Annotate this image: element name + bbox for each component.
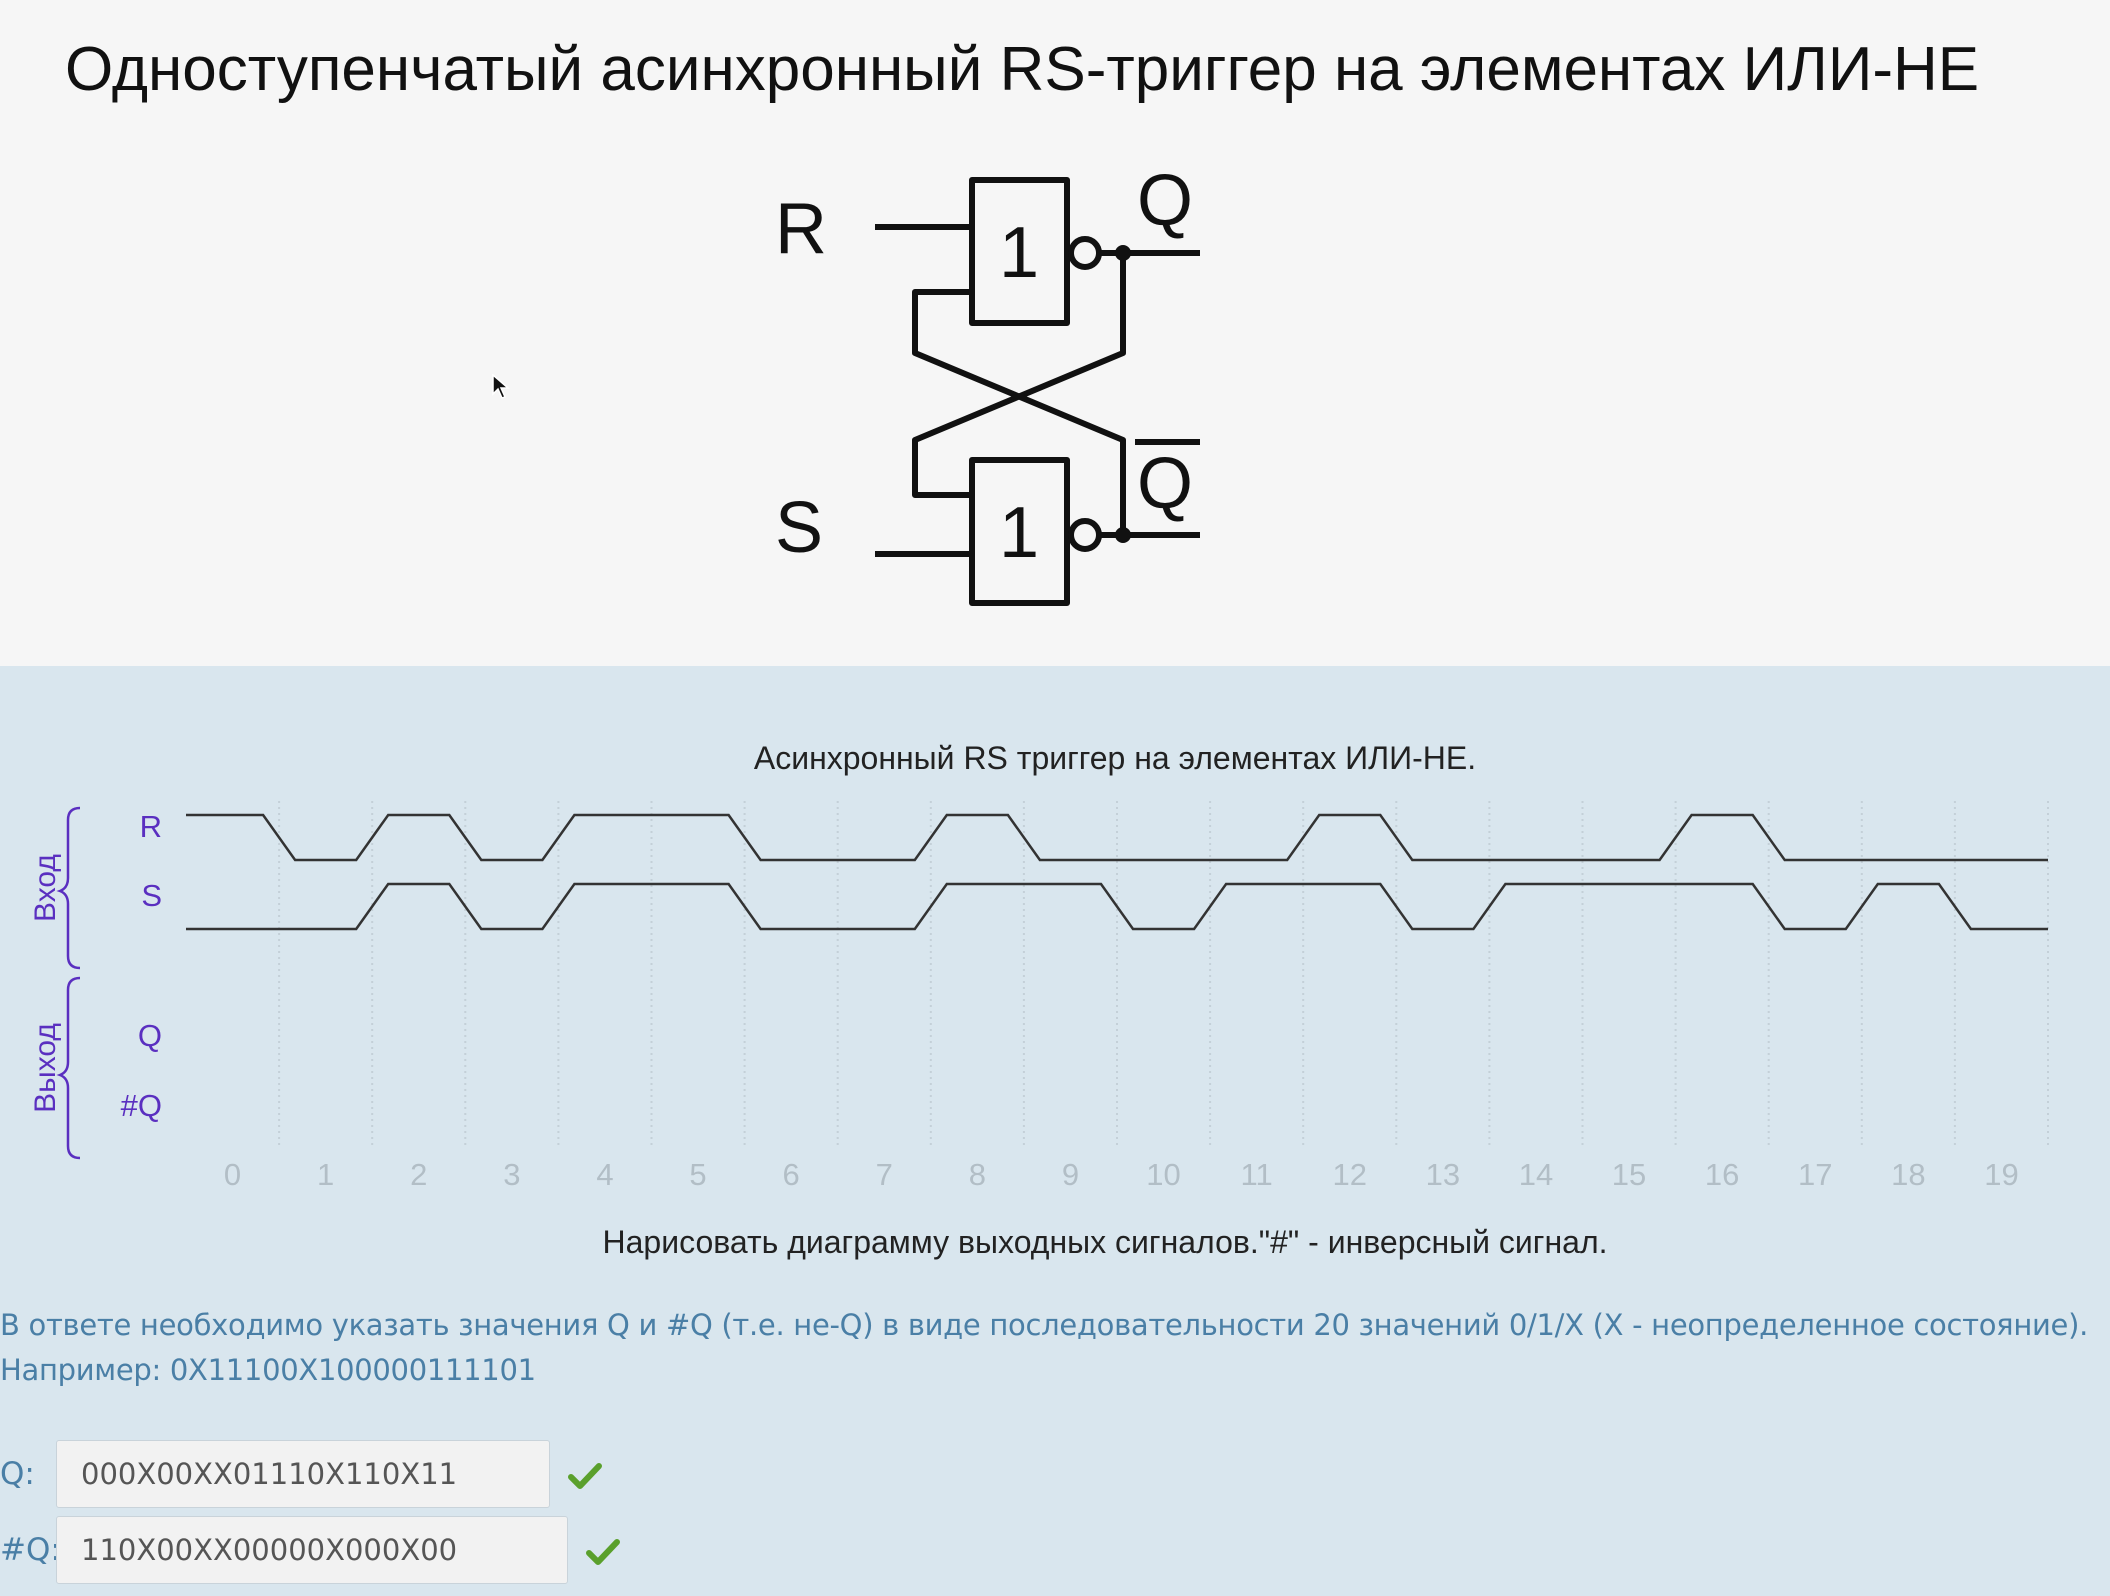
nq-answer-label: #Q: (0, 1532, 61, 1568)
signal-label-q: Q (138, 1018, 162, 1053)
time-tick-label: 6 (783, 1157, 800, 1192)
q-answer-input[interactable] (56, 1440, 550, 1508)
time-tick-label: 11 (1241, 1157, 1273, 1192)
r-input-label: R (775, 189, 827, 269)
q-correct-check-icon (568, 1463, 602, 1489)
upper-inversion-bubble (1068, 236, 1102, 270)
slide-title: Одноступенчатый асинхронный RS-триггер н… (65, 35, 1980, 104)
time-tick-label: 0 (224, 1157, 241, 1192)
time-tick-label: 13 (1426, 1157, 1460, 1192)
slide-area: Одноступенчатый асинхронный RS-триггер н… (0, 0, 2110, 666)
q-answer-label: Q: (0, 1456, 35, 1492)
input-group-brace (56, 806, 81, 970)
timing-diagram: Вход Выход R S Q #Q 0 1 2 3 4 5 6 7 8 9 10 11 12 13 14… (29, 801, 2049, 1192)
rs-trigger-circuit: 1 1 R S Q Q (775, 161, 1200, 606)
answer-example: Например: 0X11100X100000111101 (0, 1353, 536, 1387)
lower-inversion-bubble (1068, 518, 1102, 552)
feedback-q-to-lower (912, 253, 1126, 498)
time-tick-label: 2 (410, 1157, 427, 1192)
nq-answer-input[interactable] (56, 1516, 568, 1584)
feedback-nq-to-upper (912, 289, 1126, 535)
time-tick-label: 8 (969, 1157, 986, 1192)
time-tick-label: 1 (317, 1157, 334, 1192)
time-tick-label: 18 (1891, 1157, 1925, 1192)
upper-nor-gate (969, 177, 1070, 326)
time-tick-label: 19 (1984, 1157, 2018, 1192)
nq-junction-dot (1115, 527, 1131, 543)
signal-s-waveform (186, 882, 2048, 931)
signal-label-r: R (140, 809, 162, 844)
time-tick-label: 14 (1519, 1157, 1553, 1192)
mouse-pointer-icon (492, 374, 510, 399)
time-tick-label: 12 (1333, 1157, 1367, 1192)
nq-correct-check-icon (586, 1539, 620, 1565)
signal-label-s: S (141, 878, 162, 913)
lower-gate-label: 1 (999, 493, 1039, 573)
output-group-label: Выход (29, 1023, 62, 1113)
time-tick-label: 15 (1612, 1157, 1646, 1192)
time-tick-label: 16 (1705, 1157, 1739, 1192)
task-area: Асинхронный RS триггер на элементах ИЛИ-… (0, 666, 2110, 1596)
q-output-label: Q (1137, 161, 1193, 241)
time-tick-label: 5 (689, 1157, 706, 1192)
s-input-label: S (775, 488, 823, 568)
time-tick-label: 17 (1798, 1157, 1832, 1192)
time-tick-label: 3 (503, 1157, 520, 1192)
diagram-gridlines (278, 801, 2049, 1148)
task-caption: Нарисовать диаграмму выходных сигналов."… (602, 1224, 1608, 1260)
time-tick-label: 7 (876, 1157, 893, 1192)
answer-instructions: В ответе необходимо указать значения Q и… (0, 1308, 2089, 1342)
upper-gate-label: 1 (999, 213, 1039, 293)
q-junction-dot (1115, 245, 1131, 261)
input-group-label: Вход (29, 854, 62, 922)
signal-r-waveform (186, 813, 2048, 862)
lower-nor-gate (969, 457, 1070, 606)
nq-output-label: Q (1137, 444, 1193, 524)
time-tick-label: 10 (1146, 1157, 1180, 1192)
output-group-brace (56, 976, 81, 1160)
time-tick-label: 4 (596, 1157, 613, 1192)
signal-label-nq: #Q (121, 1088, 162, 1123)
time-tick-label: 9 (1062, 1157, 1079, 1192)
timing-diagram-title: Асинхронный RS триггер на элементах ИЛИ-… (753, 740, 1477, 776)
